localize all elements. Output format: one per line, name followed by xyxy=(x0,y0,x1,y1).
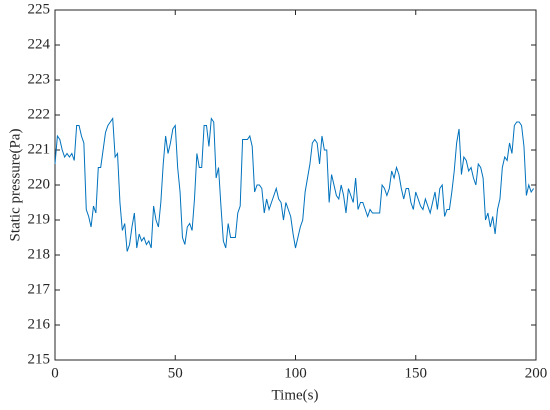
y-tick-label: 217 xyxy=(28,281,51,297)
y-tick-label: 225 xyxy=(28,1,51,17)
y-tick-label: 223 xyxy=(28,71,51,87)
y-tick-label: 219 xyxy=(28,211,51,227)
y-tick-label: 216 xyxy=(28,316,51,332)
plot-frame xyxy=(54,9,537,361)
y-axis-label: Static pressure(Pa) xyxy=(7,129,23,242)
y-tick-label: 222 xyxy=(28,106,51,122)
x-tick-label: 50 xyxy=(168,365,183,381)
x-tick-label: 150 xyxy=(405,365,428,381)
x-tick-label: 200 xyxy=(525,365,548,381)
x-tick-label: 0 xyxy=(51,365,59,381)
y-tick-label: 220 xyxy=(28,176,51,192)
y-tick-label: 215 xyxy=(28,351,51,367)
x-tick-label: 100 xyxy=(284,365,307,381)
x-axis-label: Time(s) xyxy=(272,387,319,403)
y-tick-label: 221 xyxy=(28,141,51,157)
y-tick-label: 218 xyxy=(28,246,51,262)
y-tick-label: 224 xyxy=(28,36,51,52)
data-line xyxy=(54,117,535,252)
